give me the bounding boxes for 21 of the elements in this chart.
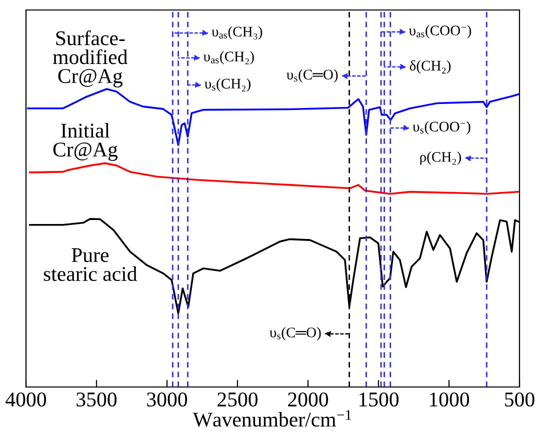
x-tick-label: 2000 bbox=[288, 392, 328, 407]
ref-line-label: υ$_{s}$(CH₂) bbox=[204, 78, 250, 92]
ref-line-label: υ$_{as}$(CH₃) bbox=[212, 26, 262, 40]
ref-line-label: υ$_{s}$(C═O) bbox=[286, 69, 338, 82]
series-label: Initial Cr@Ag bbox=[53, 123, 118, 161]
series-label: Pure stearic acid bbox=[44, 248, 138, 282]
ref-line-label: υ$_{s}$(C═O) bbox=[270, 327, 321, 340]
x-axis-title: Wavenumber/cm$^{−1}$ bbox=[192, 410, 352, 427]
x-tick-label: 3000 bbox=[147, 392, 188, 407]
ref-line-label: δ(CH₂) bbox=[410, 60, 451, 74]
x-tick-label: 500 bbox=[505, 392, 534, 407]
series-label: Surface- modified Cr@Ag bbox=[52, 30, 128, 88]
x-tick-label: 4000 bbox=[6, 392, 46, 407]
x-tick-label: 1500 bbox=[360, 392, 399, 407]
ref-line-label: ρ(CH₂) bbox=[420, 152, 462, 165]
x-tick-label: 3500 bbox=[76, 392, 117, 407]
ref-line-label: υ$_{s}$(COO$^{−}$) bbox=[412, 121, 470, 135]
x-tick-label: 1000 bbox=[430, 392, 470, 407]
ref-line-label: υ$_{as}$(COO$^{−}$) bbox=[409, 25, 472, 38]
x-tick-label: 2500 bbox=[218, 392, 258, 407]
ref-line-label: υ$_{as}$(CH₂) bbox=[203, 51, 254, 64]
